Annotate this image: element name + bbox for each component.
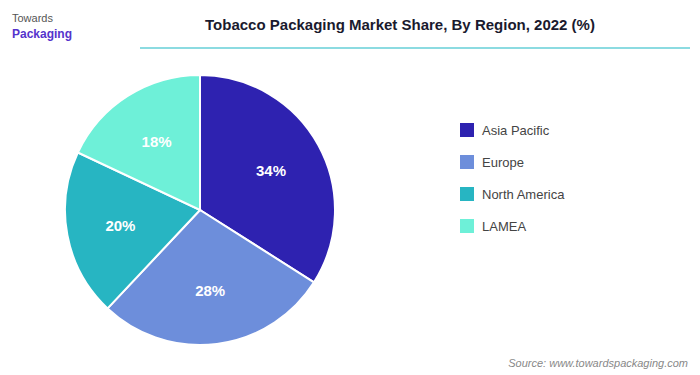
legend: Asia Pacific Europe North America LAMEA — [460, 123, 565, 234]
legend-label: Europe — [482, 155, 524, 170]
data-labels: 34% 28% 20% 18% — [105, 133, 286, 299]
chart: Towards Packaging Tobacco Packaging Market… — [0, 0, 700, 375]
legend-swatch — [460, 187, 474, 201]
legend-label: LAMEA — [482, 219, 526, 234]
legend-swatch — [460, 123, 474, 137]
legend-label: North America — [482, 187, 565, 202]
pie-slice — [78, 75, 200, 210]
pie — [65, 75, 335, 345]
separator — [140, 47, 690, 48]
legend-item: Asia Pacific — [460, 123, 550, 138]
data-label: 28% — [195, 282, 225, 299]
legend-swatch — [460, 155, 474, 169]
data-label: 20% — [105, 217, 135, 234]
source: Source: www.towardspackaging.com — [508, 357, 688, 369]
logo-text: Towards — [12, 12, 53, 24]
data-label: 34% — [256, 162, 286, 179]
legend-item: LAMEA — [460, 219, 526, 234]
logo-text: Packaging — [12, 27, 72, 41]
legend-label: Asia Pacific — [482, 123, 550, 138]
data-label: 18% — [142, 133, 172, 150]
title: Tobacco Packaging Market Share, By Regio… — [205, 16, 595, 33]
legend-item: Europe — [460, 155, 524, 170]
legend-item: North America — [460, 187, 565, 202]
legend-swatch — [460, 219, 474, 233]
